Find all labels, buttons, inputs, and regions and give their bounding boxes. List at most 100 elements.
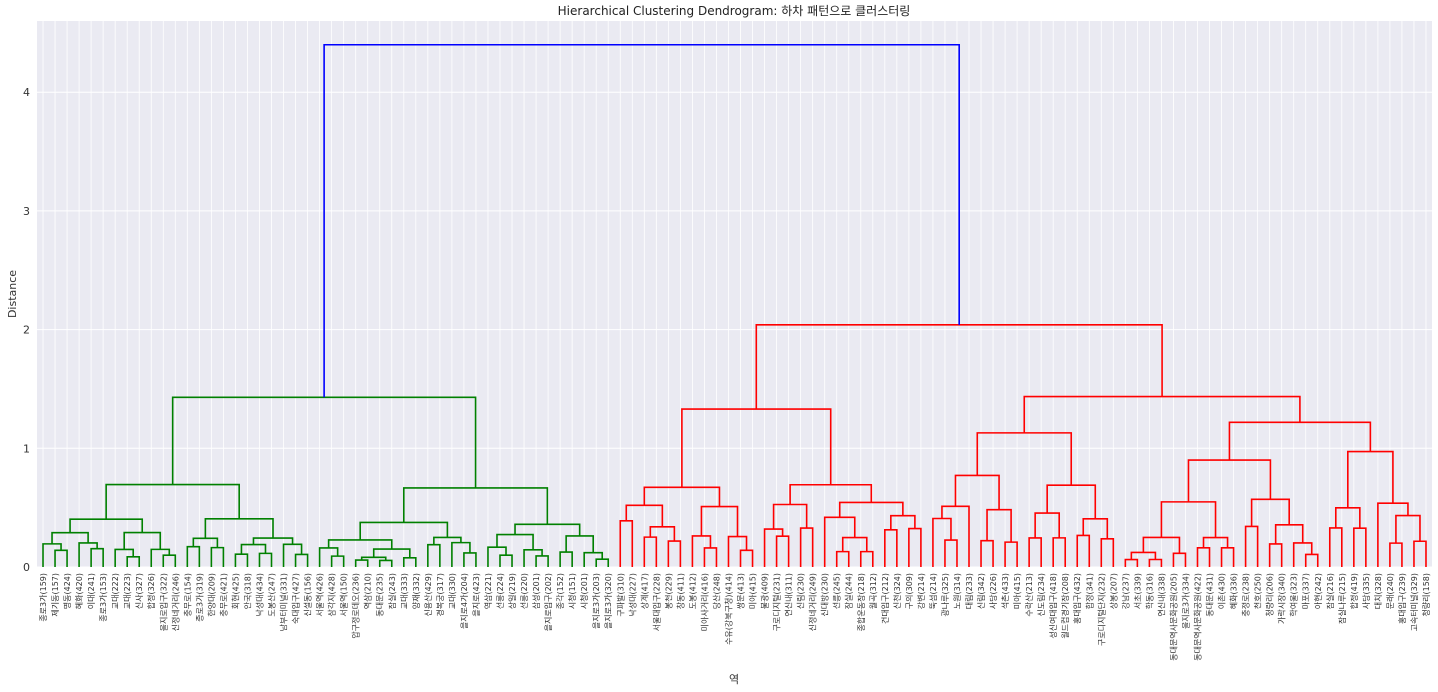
dendrogram-link: [150, 548, 171, 567]
x-tick-label: 월드컵경기장(208): [1060, 573, 1070, 639]
x-tick-label: 을지로입구(322): [159, 573, 168, 631]
dendrogram-link: [681, 408, 832, 488]
dendrogram-link: [727, 535, 748, 567]
dendrogram-link: [192, 537, 219, 548]
x-tick-label: 대치(328): [1374, 573, 1383, 609]
dendrogram-link: [823, 516, 856, 567]
dendrogram-link: [1130, 551, 1157, 560]
x-tick-label: 청량리(206): [1265, 573, 1275, 617]
dendrogram-link: [1347, 450, 1394, 508]
x-tick-label: 역삼(210): [363, 573, 373, 609]
x-tick-label: 교대(223): [123, 573, 132, 609]
y-axis-label: Distance: [6, 270, 19, 318]
x-tick-label: 종로3가(153): [99, 573, 108, 622]
dendrogram-link: [739, 549, 754, 567]
x-tick-label: 구로디지털단지(232): [1096, 573, 1106, 646]
x-tick-label: 뚝섬(214): [928, 573, 938, 609]
dendrogram-link: [763, 528, 784, 567]
x-axis-ticks: 종로3가(159) 제기동(157) 명동(424) 혜화(420) 이대(241) 종로…: [39, 573, 1431, 661]
dendrogram-link: [643, 486, 721, 507]
dendrogram-link: [1004, 541, 1018, 567]
dendrogram-link: [186, 545, 201, 567]
dendrogram-link: [1172, 552, 1187, 567]
dendrogram-link: [1196, 546, 1211, 567]
x-tick-label: 종로3가(159): [39, 573, 48, 622]
dendrogram-link: [859, 550, 874, 567]
dendrogram-link: [932, 517, 952, 567]
dendrogram-link: [42, 543, 62, 567]
x-tick-label: 남부터미널(331): [280, 573, 289, 631]
dendrogram-link: [700, 505, 739, 537]
x-tick-label: 홍대입구(432): [1072, 573, 1082, 624]
dendrogram-link: [499, 554, 513, 567]
x-tick-label: 동대문역사문화공원(422): [1192, 573, 1202, 661]
dendrogram-link: [1160, 501, 1217, 538]
dendrogram-link: [360, 556, 387, 561]
dendrogram-link: [976, 432, 1073, 486]
dendrogram-link: [496, 533, 534, 550]
x-tick-label: 도봉(412): [688, 573, 697, 609]
x-tick-label: 동대문(431): [1206, 573, 1215, 617]
x-tick-label: 신용산(429): [423, 573, 433, 617]
x-tick-label: 압구정로데오(236): [351, 573, 361, 639]
dendrogram-link: [583, 551, 604, 567]
y-axis-ticks: 0 1 2 3 4: [23, 86, 30, 574]
x-tick-label: 봉천(229): [663, 573, 673, 609]
x-tick-label: 수락산(213): [1024, 573, 1034, 617]
dendrogram-link: [1334, 507, 1361, 529]
x-tick-label: 연신내(311): [785, 573, 794, 617]
x-tick-label: 천호(250): [1253, 573, 1263, 609]
dendrogram-link: [105, 483, 240, 520]
dendrogram-link: [1220, 547, 1235, 567]
x-tick-label: 도봉산(247): [267, 573, 277, 617]
dendrogram-link: [90, 547, 104, 567]
x-tick-label: 명동(424): [62, 573, 72, 609]
dendrogram-link: [835, 550, 850, 567]
x-tick-label: 숙대입구(427): [292, 573, 301, 624]
dendrogram-link: [980, 539, 994, 567]
dendrogram-link: [941, 505, 970, 567]
dendrogram-link: [330, 555, 345, 567]
x-tick-label: 창동(411): [676, 573, 685, 609]
x-tick-label: 삼각지(428): [327, 573, 337, 617]
dendrogram-link: [114, 548, 135, 567]
dendrogram-link: [123, 531, 162, 550]
dendrogram-link: [1028, 537, 1042, 567]
x-tick-label: 구로디지털(231): [772, 573, 782, 631]
x-tick-label: 을지로3가(334): [1181, 573, 1190, 629]
dendrogram-link: [1377, 502, 1409, 567]
dendrogram-link: [1100, 537, 1115, 567]
dendrogram-link: [69, 518, 144, 533]
x-tick-label: 서울역(426): [315, 573, 325, 617]
dendrogram-link: [908, 527, 922, 567]
x-tick-label: 잠실(216): [1325, 573, 1335, 609]
x-tick-label: 교대(222): [111, 573, 120, 609]
x-tick-label: 불광(409): [760, 573, 770, 609]
dendrogram-link: [487, 546, 507, 567]
dendrogram-link: [667, 540, 682, 567]
x-tick-label: 서울역(150): [339, 573, 349, 617]
x-tick-label: 노원(314): [953, 573, 962, 609]
x-tick-label: 청량리(158): [1421, 573, 1431, 617]
x-tick-label: 홍대입구(239): [1397, 573, 1407, 624]
x-tick-label: 낙성대(227): [627, 573, 637, 617]
x-tick-label: 교대(333): [400, 573, 409, 609]
x-tick-label: 선릉(245): [833, 573, 842, 609]
dendrogram-link: [703, 547, 718, 567]
x-tick-label: 쌍문(413): [736, 573, 746, 609]
dendrogram-link: [78, 542, 98, 567]
dendrogram-link: [162, 554, 177, 567]
dendrogram-link: [691, 535, 712, 567]
dendrogram-link: [890, 514, 916, 530]
x-tick-label: 합정(419): [1349, 573, 1359, 609]
x-tick-label: 상일(219): [507, 573, 517, 609]
dendrogram-link: [1353, 527, 1367, 567]
x-tick-label: 미아(415): [748, 573, 758, 609]
x-tick-label: 서초(339): [1133, 573, 1142, 609]
dendrogram-link: [1268, 543, 1283, 567]
x-tick-label: 미아사거리(416): [699, 573, 709, 631]
x-tick-label: 신대방(230): [820, 573, 830, 617]
dendrogram-link: [51, 531, 89, 544]
x-tick-label: 문래(240): [1386, 573, 1395, 609]
x-tick-label: 선릉(224): [496, 573, 505, 609]
